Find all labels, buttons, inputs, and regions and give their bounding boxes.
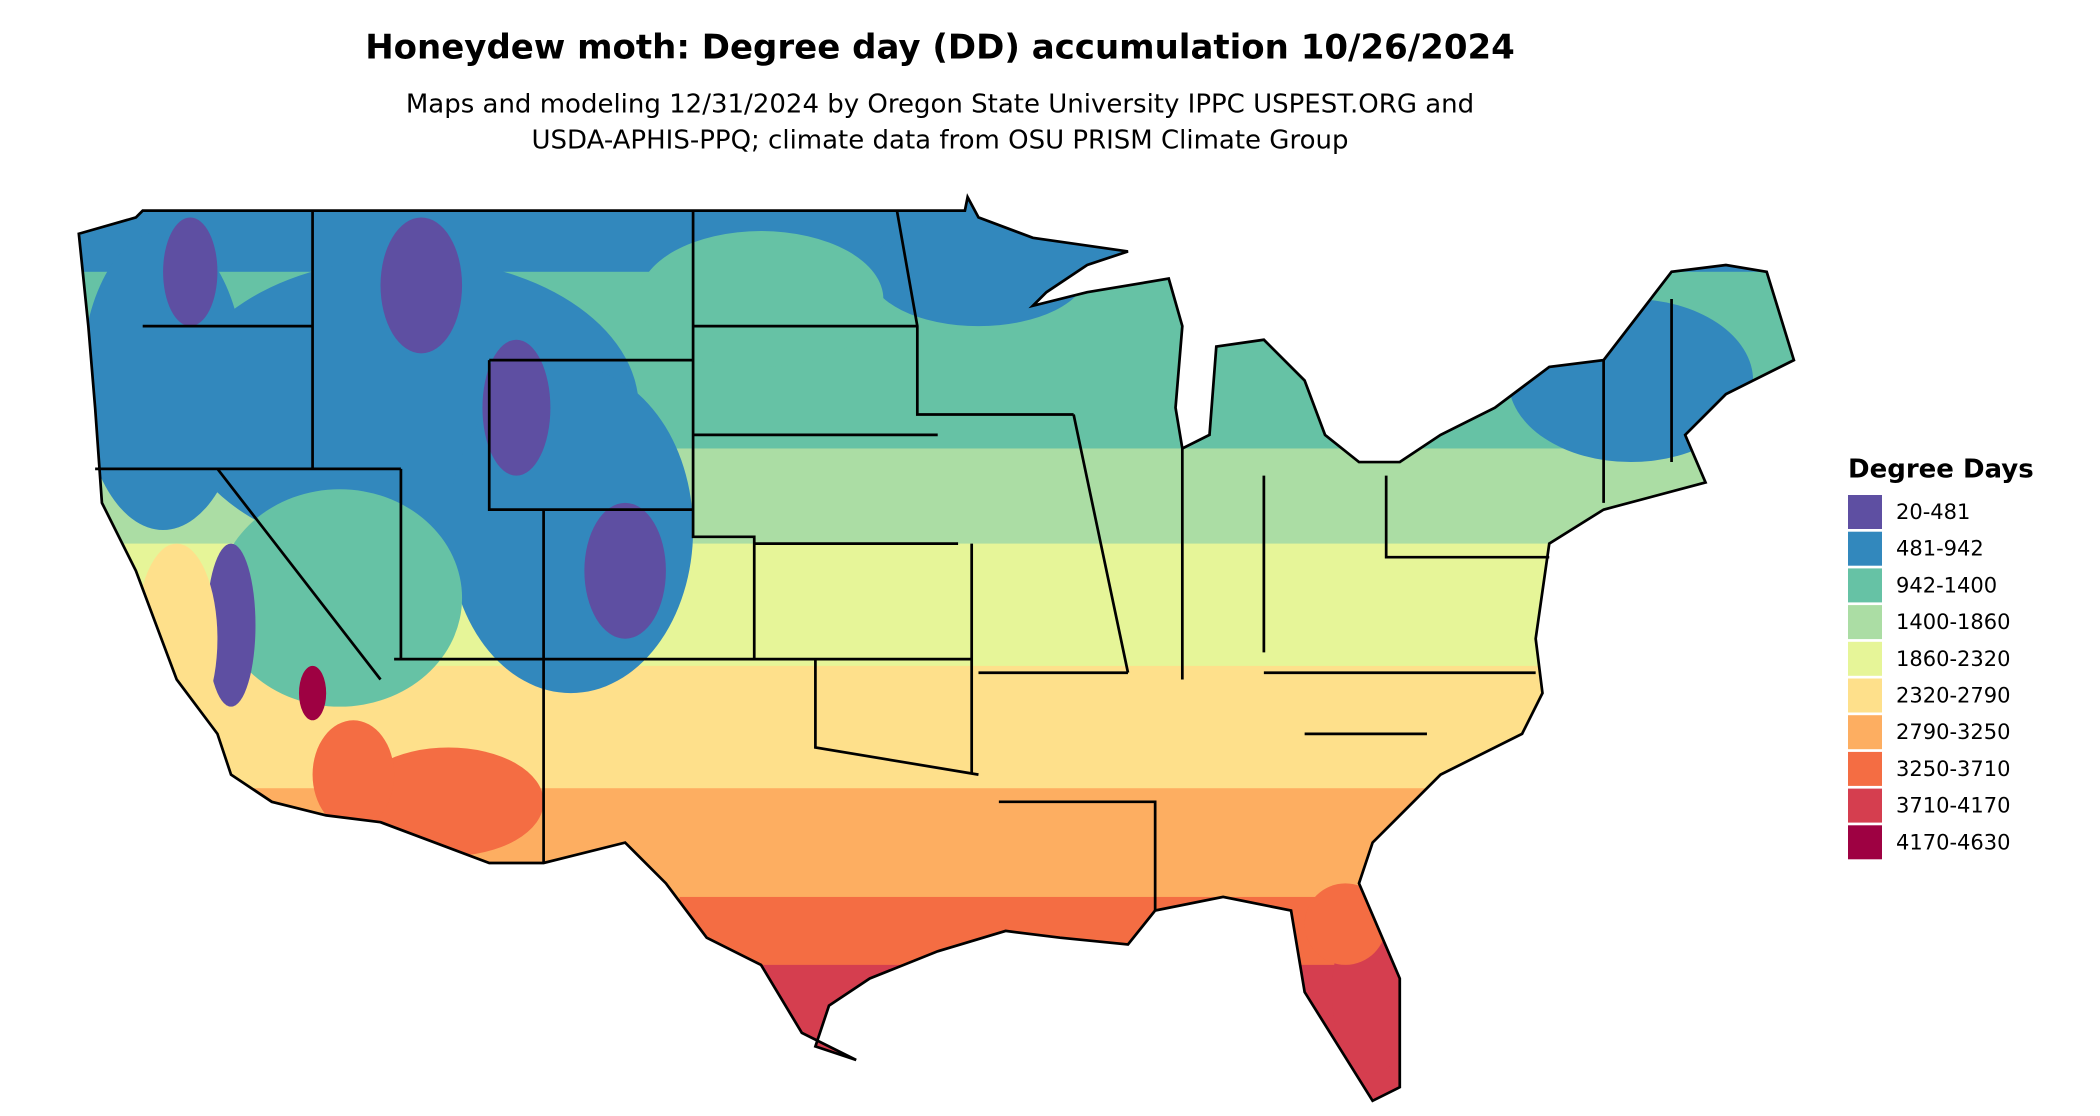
legend-label: 942-1400	[1896, 573, 1997, 597]
legend-swatch	[1848, 641, 1882, 676]
legend-label: 2790-3250	[1896, 720, 2010, 744]
legend-swatch	[1848, 825, 1882, 860]
legend-title: Degree Days	[1848, 455, 2034, 485]
legend-swatch	[1848, 568, 1882, 603]
legend-label: 3250-3710	[1896, 757, 2010, 781]
us-outline	[77, 193, 1796, 1103]
us-map	[77, 193, 1796, 1103]
legend-swatch	[1848, 605, 1882, 640]
legend-swatch	[1848, 678, 1882, 713]
legend-label: 20-481	[1896, 500, 1970, 524]
legend-swatch	[1848, 531, 1882, 566]
legend-label: 3710-4170	[1896, 794, 2010, 818]
legend: Degree Days 20-481 481-942 942-1400 1400-18…	[1848, 455, 2034, 860]
title: Honeydew moth: Degree day (DD) accumulat…	[365, 28, 1515, 68]
legend-label: 1400-1860	[1896, 610, 2010, 634]
legend-label: 2320-2790	[1896, 684, 2010, 708]
legend-swatch	[1848, 495, 1882, 529]
subtitle: Maps and modeling 12/31/2024 by Oregon S…	[406, 90, 1474, 120]
legend-label: 1860-2320	[1896, 647, 2010, 671]
legend-label: 481-942	[1896, 537, 1984, 561]
legend-swatch	[1848, 751, 1882, 786]
legend-swatch	[1848, 715, 1882, 750]
subtitle: USDA-APHIS-PPQ; climate data from OSU PR…	[532, 126, 1349, 156]
legend-label: 4170-4630	[1896, 830, 2010, 854]
legend-swatch	[1848, 788, 1882, 823]
